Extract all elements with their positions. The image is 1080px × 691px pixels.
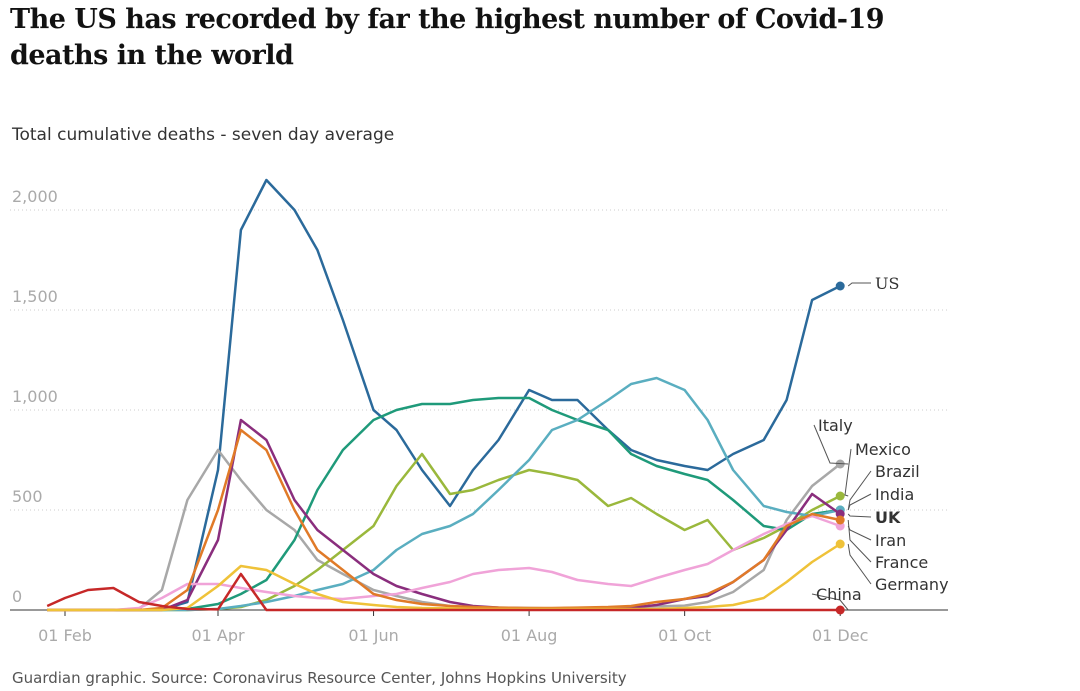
series-label: Brazil: [875, 462, 920, 481]
y-tick-label: 1,000: [12, 387, 58, 406]
end-dot: [835, 515, 845, 525]
y-tick-label: 500: [12, 487, 43, 506]
end-dot: [835, 539, 845, 549]
x-tick-label: 01 Aug: [501, 626, 558, 645]
end-dot: [835, 491, 845, 501]
x-tick-label: 01 Apr: [191, 626, 245, 645]
series-label: Mexico: [855, 440, 911, 459]
series-line: [47, 448, 841, 612]
series-label: Italy: [818, 416, 853, 435]
series-line: [47, 418, 841, 612]
x-tick-label: 01 Dec: [812, 626, 868, 645]
label-leader: [847, 543, 872, 585]
label-leader: [813, 424, 849, 465]
series-line: [47, 542, 841, 612]
series-label: Germany: [875, 575, 949, 594]
series-label: UK: [875, 508, 901, 527]
title-box: The US has recorded by far the highest n…: [10, 4, 885, 71]
label-leader: [847, 470, 872, 511]
x-tick-label: 01 Feb: [38, 626, 92, 645]
label-leader: [847, 282, 871, 287]
label-leader: [847, 513, 872, 518]
x-tick-label: 01 Oct: [658, 626, 711, 645]
y-axis-label: Total cumulative deaths - seven day aver…: [11, 125, 394, 145]
series-label: US: [875, 274, 899, 293]
series-line: [47, 428, 841, 612]
y-tick-label: 1,500: [12, 287, 58, 306]
series-label: India: [875, 485, 914, 504]
series-line: [47, 514, 841, 612]
x-tick-label: 01 Jun: [348, 626, 398, 645]
chart-title: The US has recorded by far the highest n…: [10, 4, 885, 71]
y-tick-label: 0: [12, 587, 22, 606]
y-tick-label: 2,000: [12, 187, 58, 206]
source: Guardian graphic. Source: Coronavirus Re…: [12, 669, 627, 687]
label-leader: [847, 493, 872, 511]
label-leader: [847, 525, 872, 541]
series-line: [47, 178, 841, 612]
series-label: China: [816, 585, 862, 604]
series-label: Iran: [875, 531, 906, 550]
series-label: France: [875, 553, 928, 572]
label-leader: [844, 448, 852, 497]
end-dot: [835, 605, 845, 615]
label-leader: [811, 593, 849, 611]
series-line: [46, 572, 841, 612]
label-leader: [847, 519, 872, 563]
end-dot: [835, 281, 845, 291]
